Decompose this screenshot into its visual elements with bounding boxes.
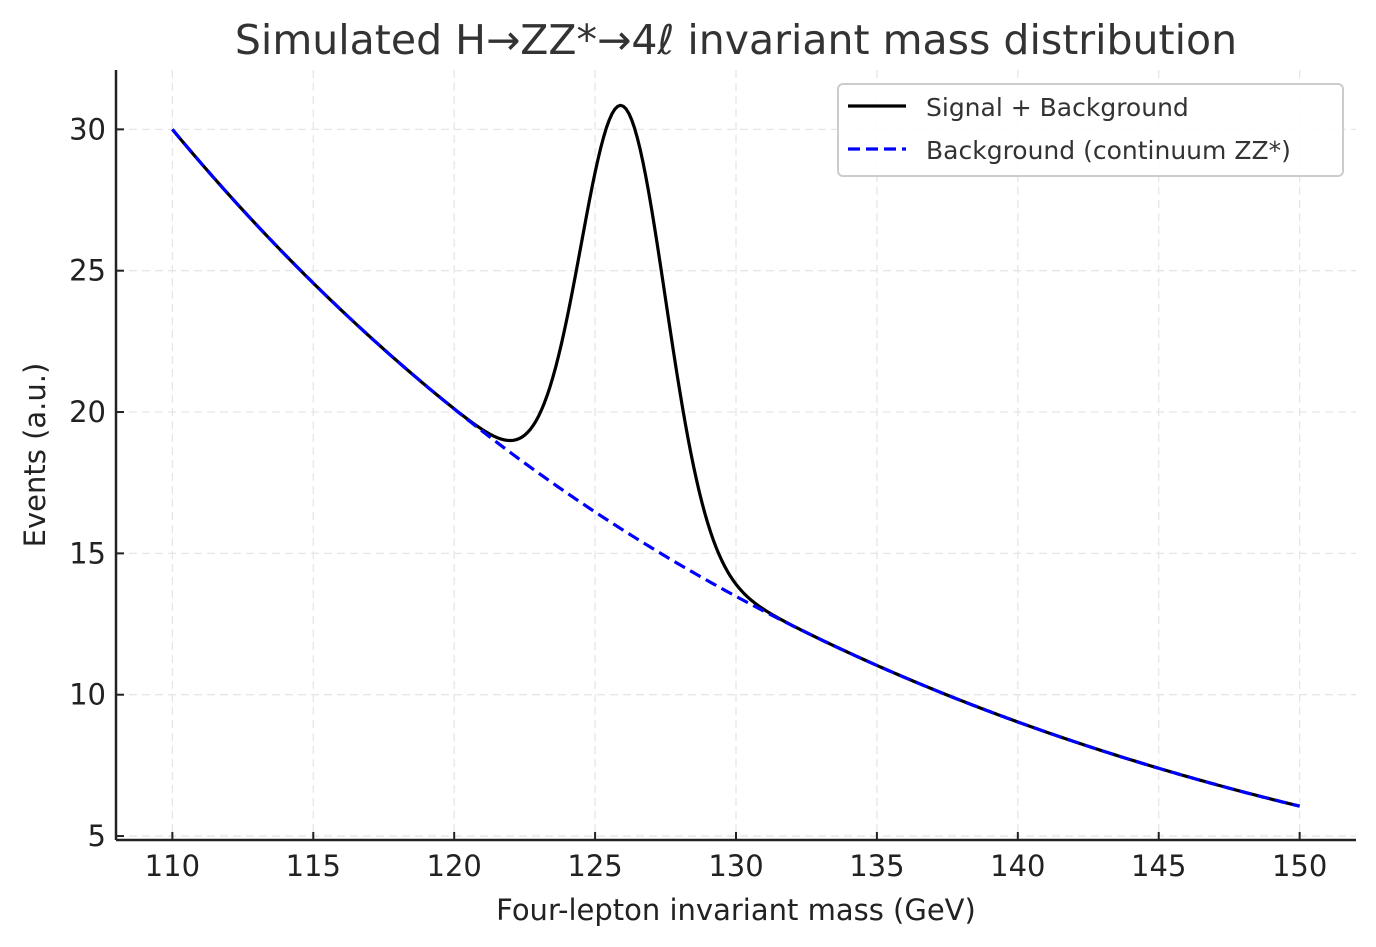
x-tick-label: 140 <box>990 849 1045 883</box>
x-tick-label: 115 <box>286 849 341 883</box>
chart-title: Simulated H→ZZ*→4ℓ invariant mass distri… <box>235 16 1237 64</box>
y-tick-label: 5 <box>88 819 106 853</box>
x-tick-label: 130 <box>708 849 763 883</box>
x-tick-label: 135 <box>849 849 904 883</box>
y-tick-label: 10 <box>69 678 106 712</box>
grid-layer <box>116 70 1356 840</box>
y-tick-label: 20 <box>69 395 106 429</box>
legend-label-signal-background: Signal + Background <box>926 93 1189 122</box>
ticks-layer: 110 115 120 125 130 135 140 145 150 5 10 15 20 25 30 <box>69 112 1327 883</box>
y-axis-label: Events (a.u.) <box>18 363 52 548</box>
series-line-background <box>171 128 1301 808</box>
x-tick-label: 125 <box>567 849 622 883</box>
x-axis-label: Four-lepton invariant mass (GeV) <box>496 893 976 927</box>
y-tick-label: 25 <box>69 254 106 288</box>
series-layer <box>171 103 1301 808</box>
legend-label-background: Background (continuum ZZ*) <box>926 136 1291 165</box>
x-tick-label: 110 <box>145 849 200 883</box>
x-tick-label: 145 <box>1131 849 1186 883</box>
x-tick-label: 120 <box>427 849 482 883</box>
x-tick-label: 150 <box>1272 849 1327 883</box>
legend: Signal + Background Background (continuu… <box>837 83 1344 177</box>
legend-box <box>837 83 1344 177</box>
y-tick-label: 15 <box>69 536 106 570</box>
y-tick-label: 30 <box>69 112 106 146</box>
